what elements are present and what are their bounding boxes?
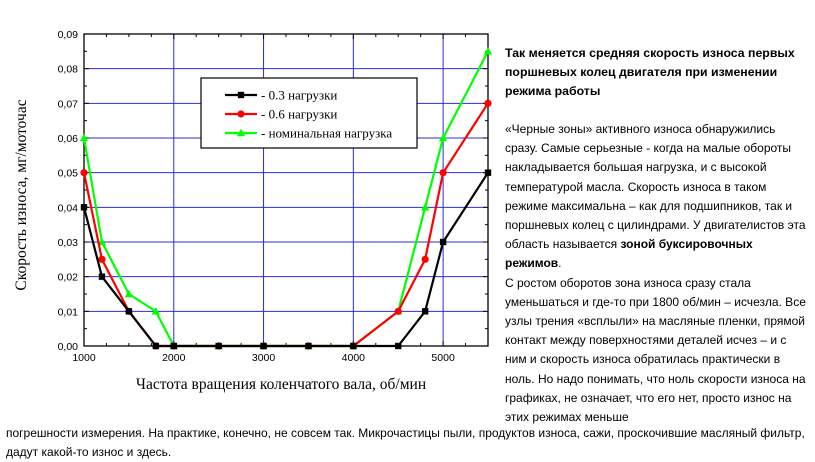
y-tick-label: 0,05 [58, 168, 79, 180]
data-point-triangle [483, 47, 493, 55]
data-point-square [350, 342, 357, 350]
data-point-triangle [420, 203, 430, 211]
data-point-triangle [438, 133, 448, 142]
x-tick-label: 5000 [431, 352, 455, 364]
data-point-triangle [97, 237, 107, 246]
y-tick-label: 0,07 [58, 98, 79, 110]
article-title: Так меняется средняя скорость износа пер… [505, 46, 795, 98]
article-body: «Черные зоны» активного износа обнаружил… [505, 120, 811, 427]
data-point-triangle [124, 289, 134, 298]
chart-svg: 1000 2000 3000 4000 5000 0,00 0,01 0,02 0,03 0,04… [13, 29, 493, 393]
chart-series [79, 47, 493, 350]
paragraph-1-end: . [558, 256, 562, 271]
data-point-square [421, 308, 429, 315]
data-point-square [125, 308, 133, 315]
x-axis-title: Частота вращения коленчатого вала, об/ми… [136, 376, 426, 393]
data-point-square [439, 238, 447, 246]
y-tick-label: 0,06 [58, 133, 79, 145]
data-point-square [484, 169, 492, 176]
data-point-square [215, 342, 222, 350]
data-point-circle [98, 255, 106, 263]
x-tick-label: 2000 [162, 352, 186, 364]
y-tick-label: 0,01 [58, 306, 79, 318]
data-point-circle [484, 99, 492, 107]
x-tick-label: 1000 [72, 352, 96, 364]
article-paragraph-1: «Черные зоны» активного износа обнаружил… [505, 120, 811, 274]
data-point-square [305, 342, 312, 350]
y-tick-label: 0,03 [58, 237, 79, 249]
legend-label: - 0.3 нагрузки [261, 88, 337, 103]
towing-modes-term: зоной буксировочных режимов [505, 237, 753, 271]
article-tail: погрешности измерения. На практике, коне… [6, 424, 806, 462]
y-axis-title: Скорость износа, мг/моточас [13, 99, 30, 290]
data-point-triangle [79, 133, 89, 142]
legend-marker-triangle [236, 128, 246, 137]
paragraph-1-text: «Черные зоны» активного износа обнаружил… [505, 122, 806, 252]
data-point-square [98, 273, 106, 280]
data-point-circle [394, 307, 402, 315]
y-tick-label: 0,04 [58, 202, 79, 214]
legend-label: - номинальная нагрузка [261, 126, 392, 141]
article-paragraph-3: погрешности измерения. На практике, коне… [6, 426, 805, 460]
y-tick-label: 0,02 [58, 272, 79, 284]
legend-marker-circle [237, 110, 245, 118]
y-tick-label: 0,08 [58, 64, 79, 76]
wear-rate-chart: 1000 2000 3000 4000 5000 0,00 0,01 0,02 0,03 0,04… [13, 29, 493, 393]
data-point-circle [421, 255, 429, 263]
x-tick-label: 3000 [252, 352, 276, 364]
data-point-square [395, 342, 402, 350]
data-point-triangle [151, 307, 161, 315]
legend-marker-square [237, 91, 245, 99]
article-paragraph-2: С ростом оборотов зона износа сразу стал… [505, 275, 806, 425]
x-tick-label: 4000 [342, 352, 366, 364]
data-point-circle [439, 169, 447, 177]
chart-legend: - 0.3 нагрузки - 0.6 нагрузки - номинальна… [200, 77, 418, 149]
data-point-square [260, 342, 267, 350]
y-tick-label: 0,09 [58, 29, 79, 41]
legend-label: - 0.6 нагрузки [261, 107, 337, 122]
y-tick-label: 0,00 [58, 341, 79, 353]
data-point-circle [80, 169, 88, 177]
data-point-square [152, 342, 160, 350]
data-point-square [80, 204, 88, 211]
data-point-square [170, 342, 177, 350]
